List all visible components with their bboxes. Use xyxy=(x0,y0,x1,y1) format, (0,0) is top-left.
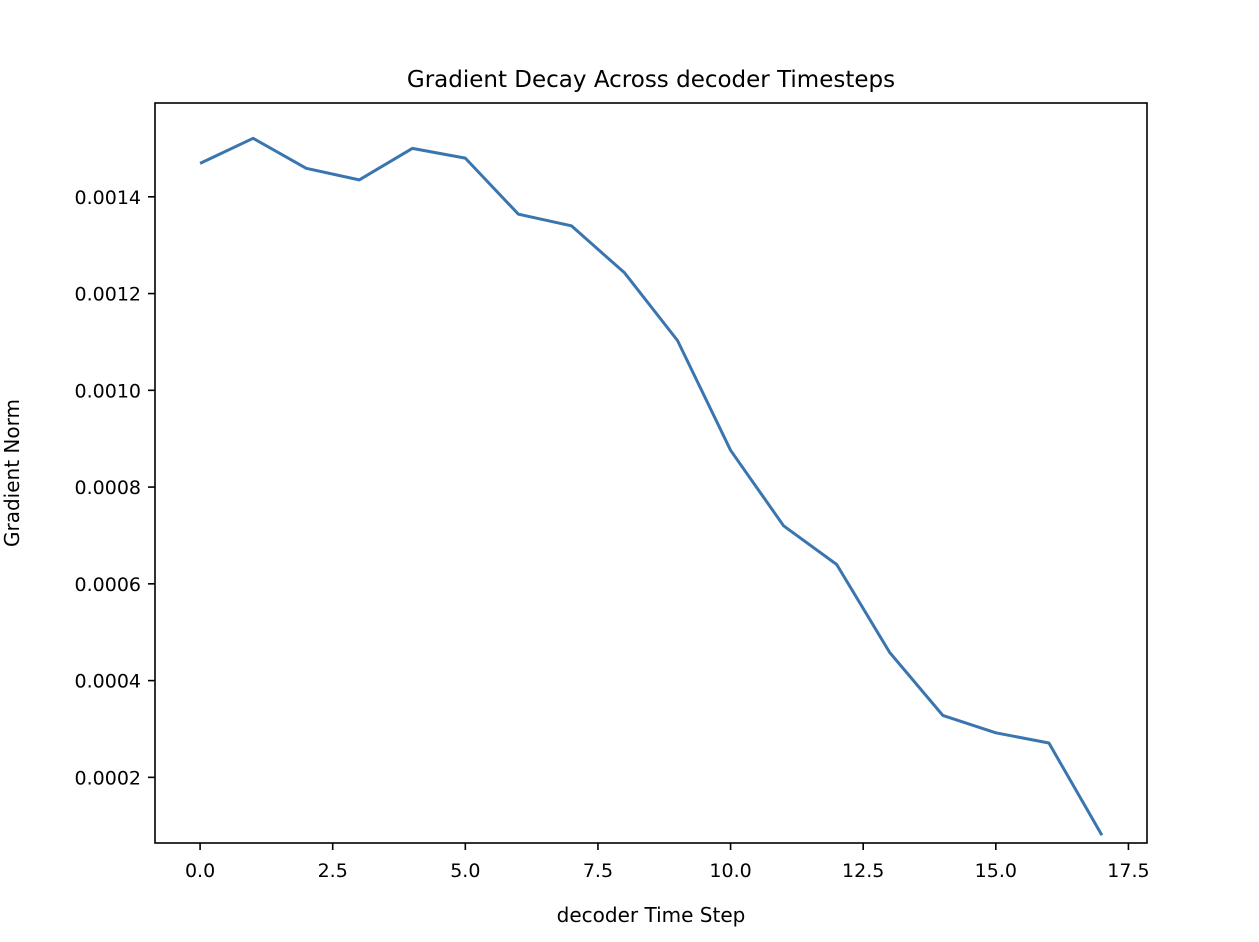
y-tick-label: 0.0010 xyxy=(75,380,141,402)
y-axis-label: Gradient Norm xyxy=(0,399,24,547)
x-tick-label: 5.0 xyxy=(450,860,480,882)
x-tick-label: 15.0 xyxy=(975,860,1017,882)
x-tick-label: 10.0 xyxy=(709,860,751,882)
y-tick-label: 0.0004 xyxy=(75,671,141,693)
y-axis-ticks: 0.0002 0.0004 0.0006 0.0008 0.0010 0.0012 0.00… xyxy=(75,187,155,789)
y-tick-label: 0.0006 xyxy=(75,574,141,596)
x-tick-label: 2.5 xyxy=(318,860,348,882)
y-tick-label: 0.0008 xyxy=(75,477,141,499)
series-layer xyxy=(199,136,1104,836)
x-axis-label: decoder Time Step xyxy=(557,903,746,927)
plot-frame xyxy=(154,102,1148,844)
x-tick-label: 7.5 xyxy=(583,860,613,882)
y-tick-label: 0.0002 xyxy=(75,767,141,789)
x-tick-label: 17.5 xyxy=(1107,860,1149,882)
x-axis-ticks: 0.0 2.5 5.0 7.5 10.0 12.5 15.0 17.5 xyxy=(185,843,1150,882)
series-line xyxy=(199,136,1104,836)
y-tick-label: 0.0012 xyxy=(75,284,141,306)
y-tick-label: 0.0014 xyxy=(75,187,141,209)
x-tick-label: 12.5 xyxy=(842,860,884,882)
x-tick-label: 0.0 xyxy=(185,860,215,882)
chart-title: Gradient Decay Across decoder Timesteps xyxy=(407,67,895,93)
plot-area xyxy=(155,103,1147,843)
